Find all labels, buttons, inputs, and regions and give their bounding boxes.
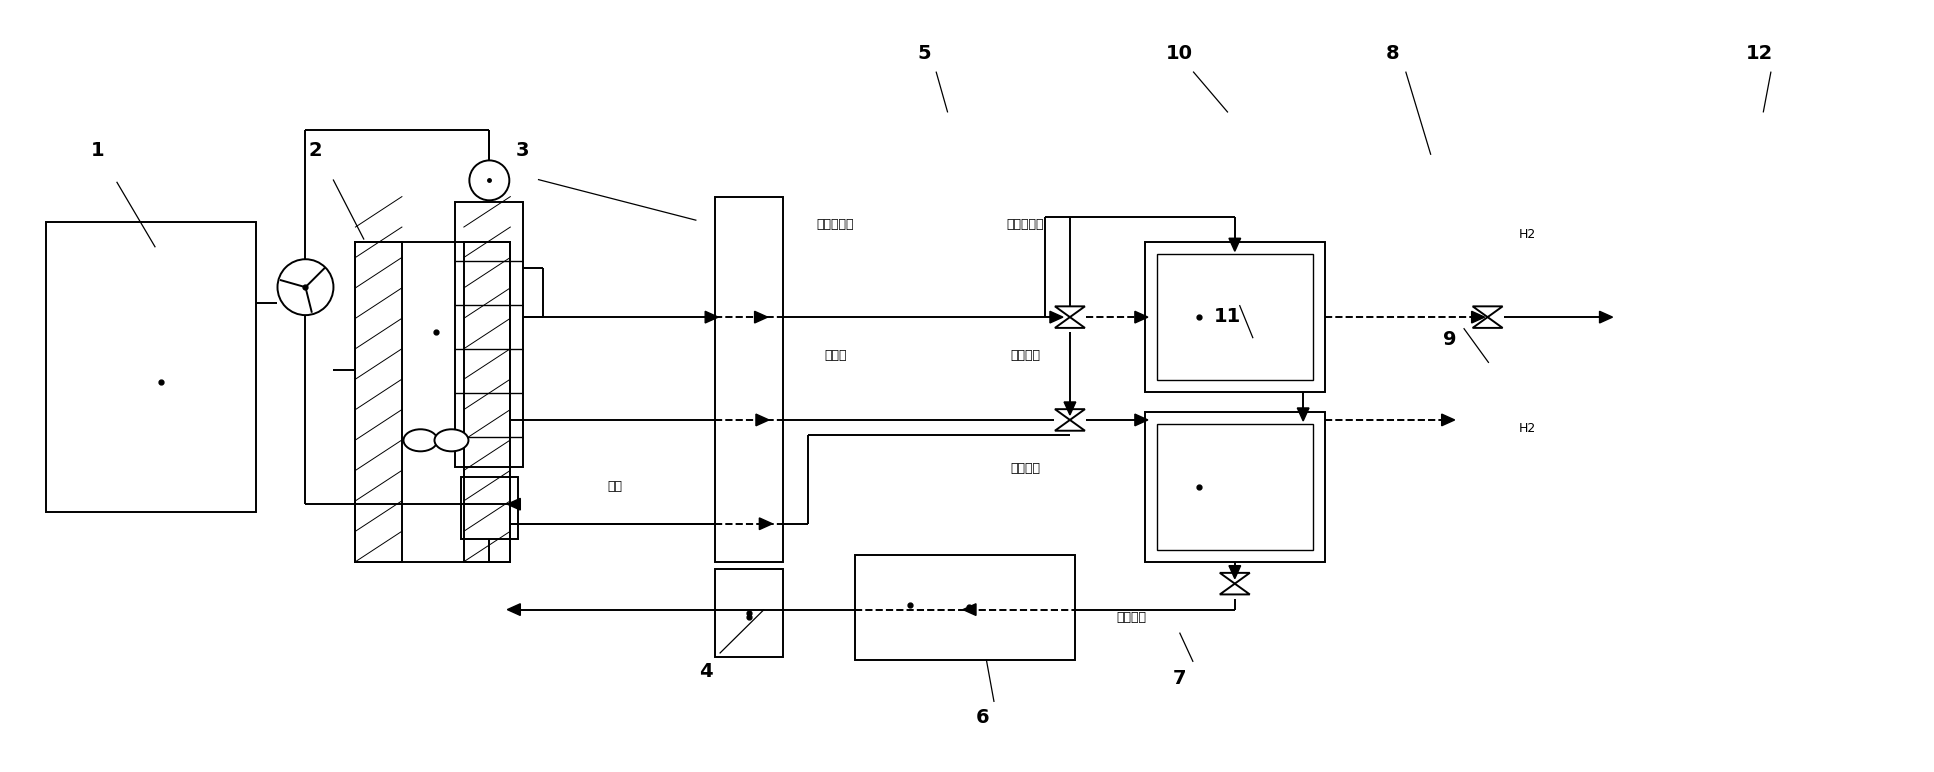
Polygon shape — [1054, 306, 1085, 317]
Bar — [356, 242, 402, 562]
Polygon shape — [754, 311, 768, 323]
Polygon shape — [756, 414, 770, 426]
Text: 高温烟气: 高温烟气 — [1116, 611, 1147, 624]
Text: 8: 8 — [1385, 43, 1398, 63]
Polygon shape — [1054, 420, 1085, 431]
Polygon shape — [1220, 573, 1249, 584]
Ellipse shape — [435, 429, 468, 452]
Polygon shape — [507, 604, 520, 615]
Polygon shape — [1472, 317, 1503, 328]
Bar — [855, 555, 1075, 659]
Text: 常温空气: 常温空气 — [1010, 349, 1040, 361]
Ellipse shape — [404, 429, 437, 452]
Text: 7: 7 — [1172, 669, 1186, 689]
Polygon shape — [1064, 402, 1075, 415]
Text: H2: H2 — [1518, 228, 1536, 241]
Polygon shape — [1472, 311, 1485, 323]
Polygon shape — [1228, 239, 1240, 251]
Text: 6: 6 — [975, 708, 990, 727]
Polygon shape — [963, 604, 977, 615]
Bar — [46, 222, 255, 512]
Text: 4: 4 — [700, 662, 714, 681]
Polygon shape — [706, 311, 718, 323]
Text: 10: 10 — [1166, 43, 1193, 63]
Text: 排空: 排空 — [607, 479, 623, 493]
Polygon shape — [1054, 317, 1085, 328]
Polygon shape — [1441, 414, 1454, 426]
Bar — [1157, 424, 1313, 550]
Bar — [716, 569, 783, 656]
Circle shape — [470, 161, 509, 201]
Text: 常温混合气: 常温混合气 — [1006, 218, 1044, 231]
Polygon shape — [1050, 311, 1064, 323]
Polygon shape — [507, 499, 520, 510]
Text: 3: 3 — [516, 141, 530, 161]
Text: H2: H2 — [1518, 422, 1536, 435]
Polygon shape — [1472, 306, 1503, 317]
Bar — [1157, 254, 1313, 380]
Polygon shape — [760, 518, 772, 530]
Text: 1: 1 — [91, 141, 104, 161]
Text: 高温空气: 高温空气 — [1010, 462, 1040, 475]
Bar — [1145, 242, 1325, 392]
Text: 热空气: 热空气 — [824, 349, 847, 361]
Text: 5: 5 — [917, 43, 932, 63]
Polygon shape — [1228, 566, 1240, 579]
Polygon shape — [1135, 311, 1149, 323]
Polygon shape — [1135, 414, 1149, 426]
Circle shape — [277, 259, 333, 315]
Polygon shape — [1599, 311, 1613, 323]
Text: 9: 9 — [1443, 330, 1456, 349]
Text: 12: 12 — [1746, 43, 1773, 63]
Text: 11: 11 — [1215, 307, 1242, 326]
Polygon shape — [1220, 584, 1249, 594]
Bar — [464, 242, 511, 562]
Bar — [460, 477, 518, 539]
Text: 高温混合气: 高温混合气 — [816, 218, 855, 231]
Polygon shape — [1298, 408, 1309, 421]
Text: 2: 2 — [309, 141, 323, 161]
Bar — [356, 242, 511, 562]
Bar — [716, 198, 783, 562]
Bar — [1145, 412, 1325, 562]
Polygon shape — [1054, 409, 1085, 420]
Bar — [454, 202, 524, 467]
